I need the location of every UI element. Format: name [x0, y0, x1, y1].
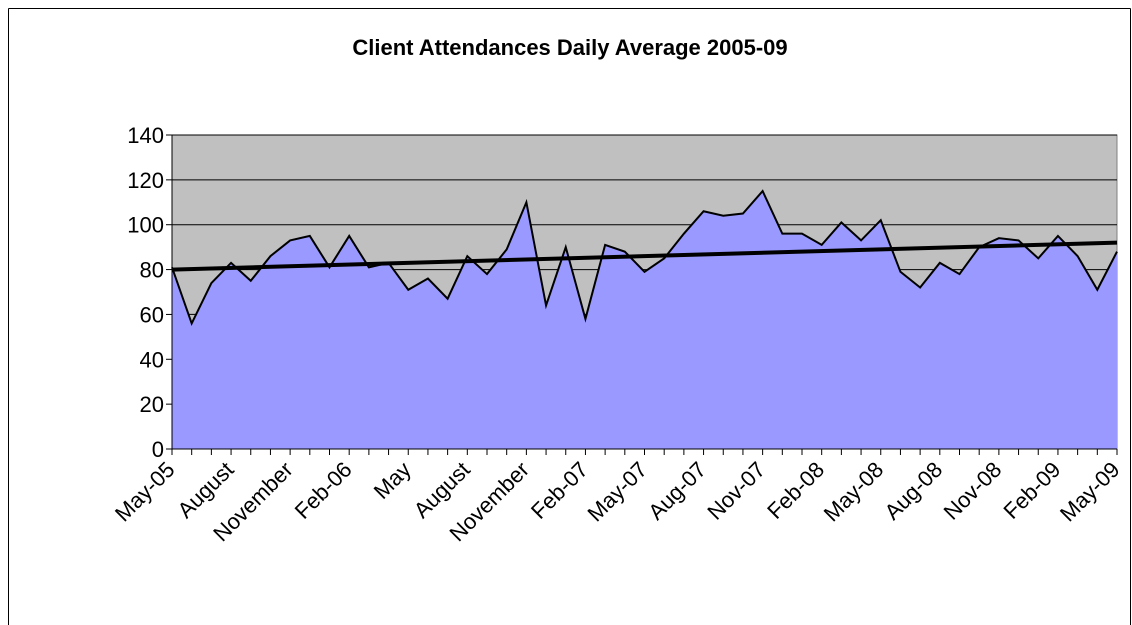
x-tick-label: May-09 [1055, 457, 1125, 527]
y-tick-label: 0 [152, 437, 164, 462]
x-tick-label: Aug-08 [879, 457, 947, 525]
area-outline [171, 189, 1118, 326]
x-tick-label: Aug-07 [643, 457, 711, 525]
x-tick-label: May [369, 457, 416, 504]
y-tick-label: 100 [127, 213, 164, 238]
x-tick-label: May-05 [110, 457, 180, 527]
x-tick-label: Feb-07 [526, 457, 593, 524]
y-tick-label: 140 [127, 123, 164, 148]
chart-title: Client Attendances Daily Average 2005-09 [352, 35, 787, 60]
x-tick-label: Feb-06 [290, 457, 357, 524]
x-tick-label: May-07 [582, 457, 652, 527]
x-tick-label: Feb-09 [998, 457, 1065, 524]
trendline [171, 240, 1118, 272]
x-tick-label: Feb-08 [762, 457, 829, 524]
x-tick-label: Nov-08 [939, 457, 1007, 525]
y-tick-label: 40 [140, 347, 164, 372]
x-tick-label: Nov-07 [702, 457, 770, 525]
y-tick-label: 120 [127, 168, 164, 193]
y-tick-label: 20 [140, 392, 164, 417]
y-tick-label: 60 [140, 302, 164, 327]
y-tick-label: 80 [140, 258, 164, 283]
x-tick-label: May-08 [819, 457, 889, 527]
area [172, 191, 1117, 450]
